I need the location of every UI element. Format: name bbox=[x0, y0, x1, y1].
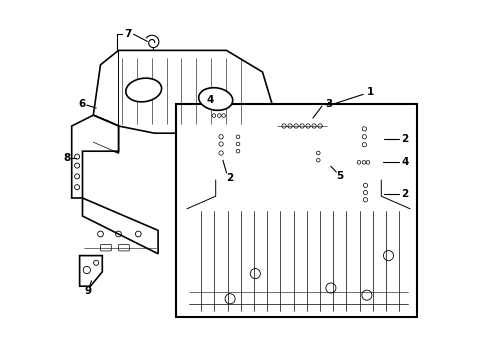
Polygon shape bbox=[354, 154, 370, 171]
Polygon shape bbox=[230, 130, 246, 158]
Text: 1: 1 bbox=[366, 87, 373, 97]
Polygon shape bbox=[357, 171, 373, 207]
Polygon shape bbox=[93, 50, 273, 133]
Bar bbox=[176, 104, 416, 317]
Polygon shape bbox=[186, 180, 409, 313]
Text: 3: 3 bbox=[325, 99, 332, 109]
Text: 2: 2 bbox=[400, 189, 407, 199]
Text: 8: 8 bbox=[63, 153, 71, 163]
Text: 5: 5 bbox=[336, 171, 343, 181]
Text: 4: 4 bbox=[206, 95, 214, 105]
Polygon shape bbox=[276, 118, 326, 134]
Text: 2: 2 bbox=[225, 173, 232, 183]
Polygon shape bbox=[213, 124, 228, 160]
Polygon shape bbox=[82, 198, 158, 254]
Polygon shape bbox=[210, 108, 226, 123]
Text: 6: 6 bbox=[78, 99, 85, 109]
FancyBboxPatch shape bbox=[101, 244, 111, 251]
Ellipse shape bbox=[125, 78, 161, 102]
Polygon shape bbox=[72, 115, 118, 198]
Ellipse shape bbox=[198, 88, 232, 110]
FancyBboxPatch shape bbox=[118, 244, 129, 251]
Text: 9: 9 bbox=[84, 286, 91, 296]
Polygon shape bbox=[186, 185, 194, 252]
Polygon shape bbox=[355, 117, 371, 152]
Polygon shape bbox=[93, 115, 118, 153]
Text: 2: 2 bbox=[400, 134, 407, 144]
Text: 7: 7 bbox=[123, 29, 131, 39]
Polygon shape bbox=[80, 256, 102, 286]
Text: 4: 4 bbox=[400, 157, 407, 167]
Polygon shape bbox=[309, 146, 334, 167]
